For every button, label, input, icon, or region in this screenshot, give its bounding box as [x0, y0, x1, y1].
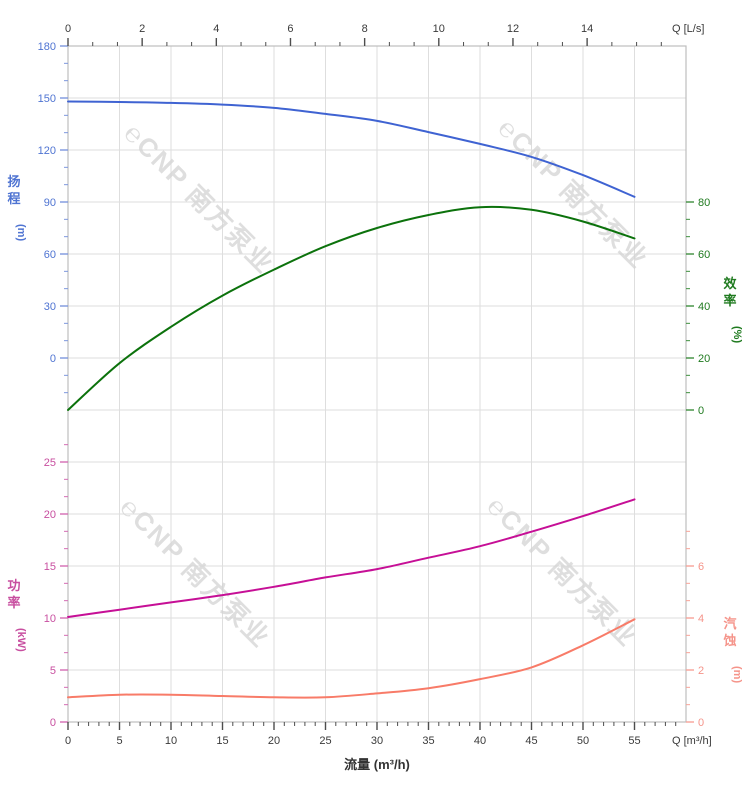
eff-axis-tick-label: 40 [698, 301, 710, 313]
cnp-watermark: ℮CNP 南方泵业 [492, 113, 654, 275]
power-axis-title-text: 功 [7, 578, 20, 593]
power-axis-title-unit: (kW) [15, 628, 27, 652]
x-top-unit-label: Q [L/s] [672, 23, 704, 35]
eff-axis-tick-label: 80 [698, 197, 710, 209]
power-axis-tick-label: 20 [44, 509, 56, 521]
cnp-watermark: ℮CNP 南方泵业 [481, 491, 643, 653]
head-curve [67, 100, 636, 198]
x-top-tick-label: 4 [213, 23, 219, 35]
x-top-tick-label: 10 [433, 23, 445, 35]
power-axis-title-text: 率 [7, 595, 20, 610]
curves [67, 100, 636, 699]
x-bottom-unit-label: Q [m³/h] [672, 735, 712, 747]
x-top-tick-label: 8 [362, 23, 368, 35]
eff-axis-tick-label: 0 [698, 405, 704, 417]
npsh-axis-tick-label: 6 [698, 561, 704, 573]
x-bottom-tick-label: 40 [474, 735, 486, 747]
x-top-tick-label: 2 [139, 23, 145, 35]
x-top-tick-label: 0 [65, 23, 71, 35]
x-bottom-tick-label: 5 [116, 735, 122, 747]
cnp-watermark: ℮CNP 南方泵业 [114, 492, 276, 654]
x-top-tick-label: 6 [287, 23, 293, 35]
efficiency-curve [67, 205, 636, 411]
x-bottom-tick-label: 25 [319, 735, 331, 747]
power-axis-tick-label: 0 [50, 717, 56, 729]
x-bottom-tick-label: 55 [628, 735, 640, 747]
x-top-tick-label: 14 [581, 23, 593, 35]
gridlines [68, 46, 686, 722]
npsh-axis-title-text: 蚀 [722, 633, 736, 648]
power-curve [67, 498, 636, 618]
power-axis-title: 功率 (kW) [7, 578, 27, 652]
npsh-curve [67, 618, 636, 699]
eff-axis-title-text: 率 [723, 293, 736, 308]
head-axis-tick-label: 90 [44, 197, 56, 209]
head-axis-tick-label: 180 [38, 41, 56, 53]
power-axis-tick-label: 25 [44, 457, 56, 469]
head-axis-title-text: 程 [7, 191, 20, 206]
npsh-axis-title-text: 汽 [723, 616, 736, 631]
npsh-axis-tick-label: 4 [698, 613, 704, 625]
x-bottom-tick-label: 50 [577, 735, 589, 747]
watermarks: ℮CNP 南方泵业 ℮CNP 南方泵业 ℮CNP 南方泵业 ℮CNP 南方泵业 [114, 113, 654, 654]
x-bottom-tick-label: 30 [371, 735, 383, 747]
power-axis-tick-label: 5 [50, 665, 56, 677]
eff-axis-tick-label: 60 [698, 249, 710, 261]
x-bottom-tick-label: 10 [165, 735, 177, 747]
eff-axis-title: 效率 (%) [723, 276, 743, 343]
eff-axis: 80 60 40 20 0 [686, 197, 710, 417]
flow-axis-title: 流量 (m³/h) [344, 757, 410, 772]
x-bottom-tick-label: 35 [422, 735, 434, 747]
head-axis: 180 150 120 90 60 30 0 [38, 41, 68, 394]
npsh-axis-tick-label: 0 [698, 717, 704, 729]
npsh-axis-title: 汽蚀 (m) [722, 616, 743, 683]
head-axis-tick-label: 150 [38, 93, 56, 105]
eff-axis-title-text: 效 [723, 276, 737, 291]
x-bottom-tick-label: 20 [268, 735, 280, 747]
x-axis-top: 0 2 4 6 8 10 12 14 Q [L/s] [65, 23, 704, 46]
head-axis-tick-label: 60 [44, 249, 56, 261]
x-bottom-tick-label: 45 [525, 735, 537, 747]
head-axis-tick-label: 0 [50, 353, 56, 365]
power-axis-tick-label: 15 [44, 561, 56, 573]
power-axis: 25 20 15 10 5 0 [44, 444, 68, 729]
head-axis-tick-label: 30 [44, 301, 56, 313]
npsh-axis: 6 4 2 0 [686, 530, 704, 729]
head-axis-title: 扬程 (m) [7, 174, 27, 241]
eff-axis-title-unit: (%) [731, 326, 743, 343]
head-axis-title-text: 扬 [7, 174, 20, 189]
npsh-axis-tick-label: 2 [698, 665, 704, 677]
npsh-axis-title-unit: (m) [731, 666, 743, 683]
x-top-tick-label: 12 [507, 23, 519, 35]
eff-axis-tick-label: 20 [698, 353, 710, 365]
head-axis-tick-label: 120 [38, 145, 56, 157]
x-bottom-tick-label: 15 [216, 735, 228, 747]
head-axis-title-unit: (m) [15, 224, 27, 241]
cnp-watermark: ℮CNP 南方泵业 [118, 118, 280, 280]
x-axis-bottom: 0 5 10 15 20 25 30 35 40 45 50 55 Q [m³/h] 流量 (m³/h) [65, 722, 712, 772]
power-axis-tick-label: 10 [44, 613, 56, 625]
x-bottom-tick-label: 0 [65, 735, 71, 747]
